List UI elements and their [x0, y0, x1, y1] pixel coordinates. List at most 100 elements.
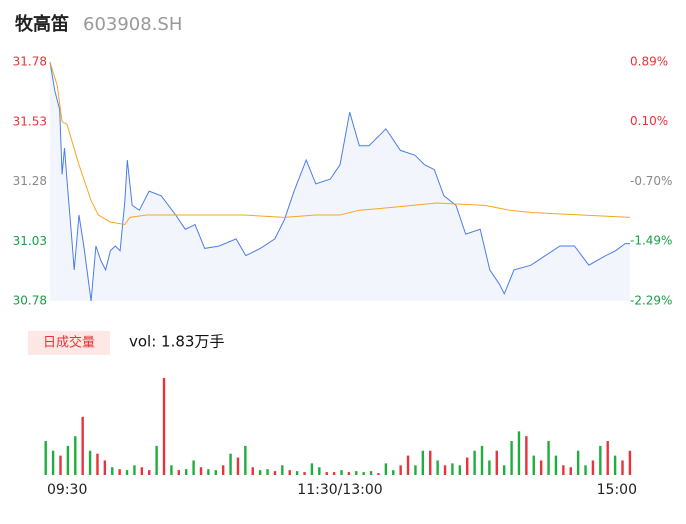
volume-bar: [399, 465, 402, 475]
y2-tick-label: -0.70%: [630, 174, 672, 188]
line: [49, 61, 631, 226]
volume-bar: [355, 471, 358, 475]
volume-bar: [207, 469, 210, 475]
volume-bar: [495, 450, 498, 475]
volume-bar: [384, 463, 388, 475]
volume-bar: [569, 467, 572, 475]
y2-tick-label: -2.29%: [630, 294, 672, 308]
volume-bar: [369, 471, 373, 475]
volume-bar: [606, 441, 609, 475]
volume-bar: [221, 465, 225, 475]
volume-bar: [96, 453, 99, 475]
volume-bar: [436, 460, 439, 475]
volume-bar: [125, 470, 129, 475]
volume-bar: [510, 441, 513, 475]
volume-bar: [185, 469, 188, 475]
volume-bar: [140, 467, 144, 475]
volume-bar: [244, 445, 247, 475]
volume-bar: [532, 455, 535, 475]
chart-title: 牧高笛: [15, 13, 69, 35]
volume-bar: [162, 378, 166, 475]
volume-bar: [332, 472, 336, 475]
y2-tick-label: 0.10%: [630, 114, 668, 128]
volume-annotation: vol: 1.83万手: [129, 333, 224, 351]
volume-bar: [133, 465, 136, 475]
volume-bar: [236, 457, 240, 475]
volume-bar: [214, 470, 217, 475]
volume-bar: [517, 431, 521, 475]
y-tick-label: 31.78: [13, 55, 47, 69]
volume-bar: [406, 455, 410, 475]
volume-bar: [295, 471, 299, 475]
label-badge: [28, 331, 110, 355]
x-tick-label: 15:00: [597, 482, 637, 498]
volume-bar: [318, 467, 321, 475]
volume-bar: [473, 450, 476, 475]
volume-bar: [66, 445, 70, 475]
y-tick-label: 31.53: [13, 114, 47, 128]
volume-bar: [325, 472, 328, 475]
volume-bar: [44, 441, 47, 475]
volume-bar: [340, 470, 343, 475]
volume-bar: [554, 455, 558, 475]
volume-bar: [576, 450, 580, 475]
volume-bar: [421, 450, 425, 475]
area: [50, 62, 630, 301]
volume-bar: [103, 460, 107, 475]
volume-bar: [414, 465, 417, 475]
volume-bar: [288, 470, 291, 475]
volume-bar: [480, 445, 484, 475]
volume-bar: [458, 465, 462, 475]
volume-bar: [111, 467, 114, 475]
volume-bar: [81, 416, 84, 475]
volume-bar: [251, 467, 254, 475]
x-tick-label: 09:30: [47, 482, 87, 498]
chart-subtitle: 603908.SH: [83, 14, 182, 35]
volume-bar: [466, 457, 469, 475]
volume-bar: [273, 471, 277, 475]
volume-bar: [266, 469, 269, 475]
volume-bar: [591, 460, 595, 475]
y-tick-label: 31.03: [13, 234, 47, 248]
volume-bar: [488, 460, 491, 475]
volume-bar: [539, 460, 543, 475]
y2-tick-label: 0.89%: [630, 55, 668, 69]
volume-bar: [281, 465, 284, 475]
volume-bar: [192, 460, 195, 475]
volume-bar: [155, 445, 158, 475]
volume-bar: [51, 450, 55, 475]
volume-bar: [362, 472, 365, 475]
volume-bar: [525, 436, 528, 475]
volume-bar: [148, 470, 151, 475]
volume-bar: [562, 465, 565, 475]
volume-bar: [502, 465, 506, 475]
volume-bar: [443, 465, 447, 475]
volume-bar: [547, 441, 550, 475]
volume-bar: [303, 472, 306, 475]
volume-bar: [451, 463, 454, 475]
volume-bar: [584, 465, 587, 475]
y-tick-label: 31.28: [13, 174, 47, 188]
volume-bar: [310, 463, 314, 475]
volume-bar: [429, 450, 432, 475]
y2-tick-label: -1.49%: [630, 233, 672, 247]
volume-bar: [599, 445, 602, 475]
line: [49, 61, 630, 302]
volume-bar: [621, 460, 624, 475]
volume-bar: [347, 472, 351, 475]
volume-bar: [613, 455, 617, 475]
volume-bar: [628, 450, 632, 475]
volume-bar: [74, 436, 77, 475]
volume-label: 日成交量: [43, 335, 95, 351]
x-tick-label: 11:30/13:00: [297, 482, 382, 498]
volume-bar: [392, 470, 395, 475]
y-tick-label: 30.78: [13, 294, 47, 308]
volume-bar: [170, 465, 173, 475]
volume-bar: [59, 455, 62, 475]
volume-bar: [199, 467, 203, 475]
volume-bar: [88, 450, 92, 475]
volume-bar: [177, 470, 181, 475]
volume-bar: [377, 473, 380, 475]
